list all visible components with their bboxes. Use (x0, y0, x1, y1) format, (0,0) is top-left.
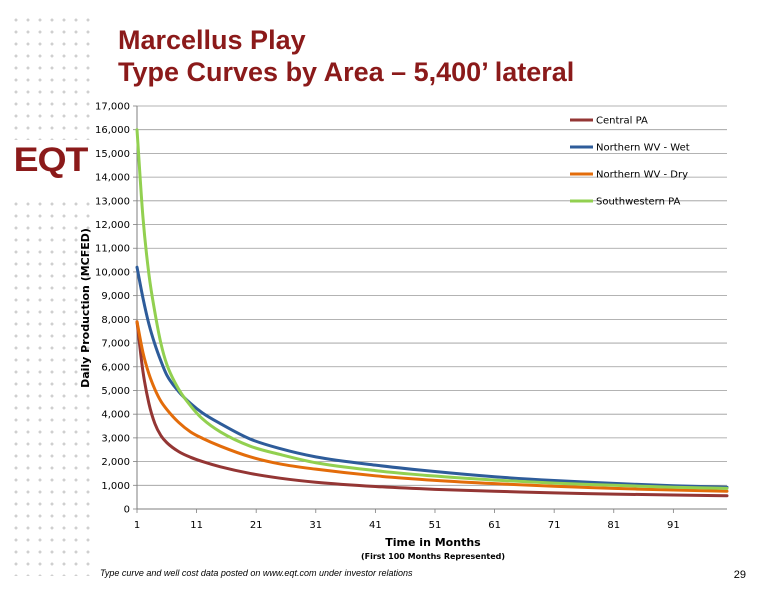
title-line-1: Marcellus Play (118, 25, 306, 55)
y-tick-label: 9,000 (101, 291, 130, 302)
series-line-northern-wv-dry (135, 320, 729, 493)
y-tick-label: 3,000 (101, 433, 130, 444)
y-tick-label: 15,000 (95, 149, 130, 160)
x-tick-label: 11 (190, 520, 203, 531)
x-tick-label: 1 (134, 520, 140, 531)
plot-area (137, 106, 727, 509)
y-tick-label: 16,000 (95, 125, 130, 136)
y-tick-label: 5,000 (101, 386, 130, 397)
x-tick-label: 51 (429, 520, 442, 531)
series-lines (135, 128, 729, 498)
x-tick-label: 71 (548, 520, 561, 531)
page-number: 29 (733, 569, 746, 581)
decorative-dot-grid-bottom (10, 198, 90, 576)
x-tick-label: 31 (309, 520, 322, 531)
legend-label-central-pa: Central PA (596, 116, 648, 127)
y-axis-title: Daily Production (MCFED) (79, 228, 92, 388)
y-tick-label: 17,000 (95, 102, 130, 113)
series-line-southwestern-pa (135, 128, 729, 490)
y-tick-label: 1,000 (101, 481, 130, 492)
y-tick-label: 0 (124, 505, 130, 516)
y-tick-label: 2,000 (101, 457, 130, 468)
y-tick-label: 6,000 (101, 362, 130, 373)
axes: 0 1,000 2,000 3,000 4,000 5,000 6,000 7,000 8,00… (95, 102, 727, 531)
series-line-central-pa (135, 320, 729, 498)
y-tick-label: 10,000 (95, 267, 130, 278)
y-tick-label: 8,000 (101, 315, 130, 326)
y-tick-label: 4,000 (101, 410, 130, 421)
y-tick-label: 12,000 (95, 220, 130, 231)
x-tick-label: 41 (369, 520, 382, 531)
x-tick-label: 91 (667, 520, 680, 531)
legend-label-northern-wv-wet: Northern WV - Wet (596, 143, 690, 154)
slide-title: Marcellus Play Type Curves by Area – 5,4… (118, 24, 574, 88)
footnote: Type curve and well cost data posted on … (100, 568, 413, 578)
title-line-2: Type Curves by Area – 5,400’ lateral (118, 57, 575, 87)
x-tick-label: 61 (488, 520, 501, 531)
y-tick-label: 7,000 (101, 339, 130, 350)
x-tick-label: 81 (607, 520, 620, 531)
legend-label-southwestern-pa: Southwestern PA (596, 197, 681, 208)
logo-text: EQT (13, 140, 88, 179)
company-logo: EQT (0, 140, 100, 180)
y-tick-label: 11,000 (95, 244, 130, 255)
legend-label-northern-wv-dry: Northern WV - Dry (596, 170, 688, 181)
y-tick-label: 13,000 (95, 196, 130, 207)
y-tick-label: 14,000 (95, 173, 130, 184)
series-line-northern-wv-wet (135, 265, 729, 489)
legend: Central PA Northern WV - Wet Northern WV -… (570, 116, 690, 208)
x-tick-label: 21 (250, 520, 263, 531)
decorative-dot-grid-top (10, 14, 90, 144)
x-axis-title: Time in Months (385, 536, 481, 549)
x-axis-subtitle: (First 100 Months Represented) (361, 552, 505, 561)
